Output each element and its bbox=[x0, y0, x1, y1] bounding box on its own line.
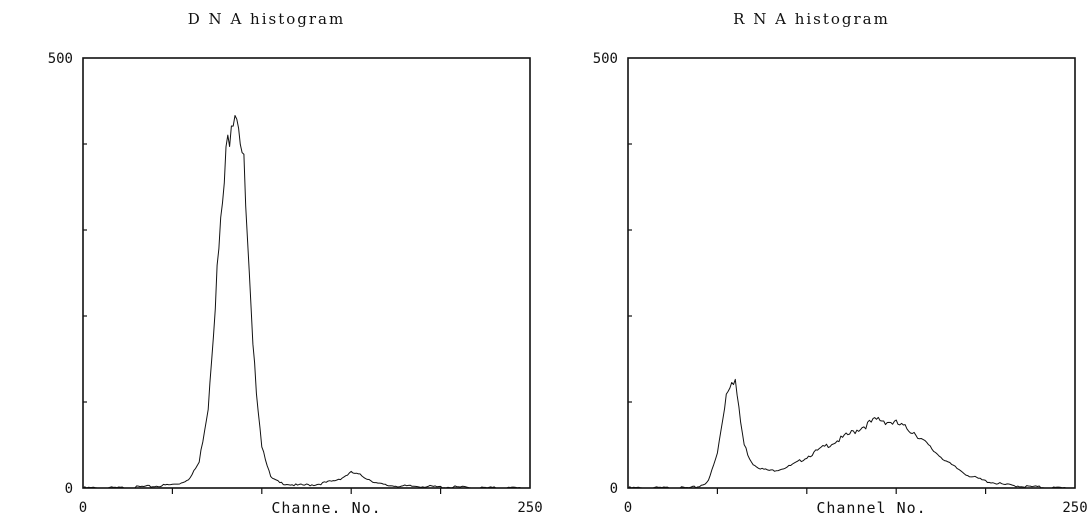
dna-plot-frame bbox=[82, 57, 531, 489]
rna-histogram-chart: R N A histogram 0 500 0 250 Channel No. bbox=[545, 0, 1090, 522]
dna-chart-title: D N A histogram bbox=[188, 10, 345, 28]
dna-x-tick-label: 250 bbox=[517, 500, 542, 516]
dna-histogram-plot: D N A histogram 0 500 0 250 Channe. No. bbox=[48, 10, 543, 517]
dna-x-tick-label: 0 bbox=[79, 500, 87, 516]
dna-x-axis-label: Channe. No. bbox=[271, 499, 381, 517]
rna-y-tick-label: 0 bbox=[610, 481, 618, 497]
rna-x-axis-label: Channel No. bbox=[816, 499, 926, 517]
rna-x-tick-label: 0 bbox=[624, 500, 632, 516]
rna-histogram-plot: R N A histogram 0 500 0 250 Channel No. bbox=[593, 10, 1088, 517]
dna-histogram-chart: D N A histogram 0 500 0 250 Channe. No. bbox=[0, 0, 545, 522]
rna-chart-title: R N A histogram bbox=[733, 10, 890, 28]
rna-histogram-line bbox=[627, 378, 1075, 489]
rna-y-tick-label: 500 bbox=[593, 51, 618, 67]
rna-x-tick-label: 250 bbox=[1062, 500, 1087, 516]
dna-y-tick-label: 500 bbox=[48, 51, 73, 67]
dna-histogram-line bbox=[82, 115, 530, 489]
dna-y-tick-label: 0 bbox=[65, 481, 73, 497]
rna-plot-frame bbox=[627, 57, 1076, 489]
